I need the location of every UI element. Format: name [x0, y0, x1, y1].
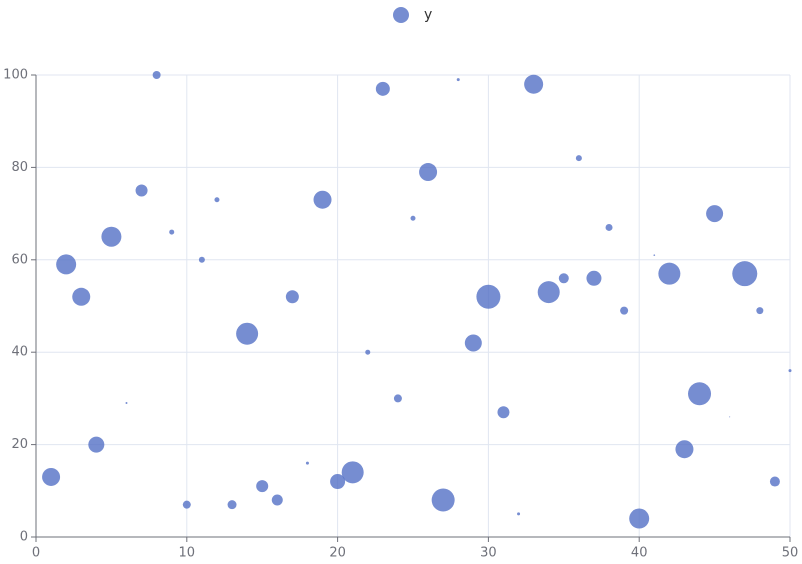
bubble [42, 467, 61, 486]
legend-icon [393, 7, 409, 23]
bubble [558, 273, 569, 284]
y-tick-label: 0 [20, 530, 28, 545]
bubble [341, 461, 364, 484]
x-tick-label: 0 [32, 546, 40, 561]
bubble [313, 190, 332, 209]
bubble [464, 334, 482, 352]
bubble [271, 494, 283, 506]
bubble [517, 512, 521, 516]
bubble [182, 500, 191, 509]
x-tick-label: 40 [631, 546, 648, 561]
bubble [375, 81, 390, 96]
bubble [393, 394, 402, 403]
bubble [688, 382, 712, 406]
bubble [497, 406, 510, 419]
bubble [198, 256, 205, 263]
y-tick-label: 100 [3, 68, 28, 83]
bubble [675, 440, 694, 459]
bubble [586, 270, 602, 286]
x-tick-label: 20 [329, 546, 346, 561]
bubble [729, 416, 731, 418]
bubble [365, 349, 371, 355]
bubble [732, 261, 758, 287]
bubble [524, 74, 544, 94]
bubble [575, 155, 582, 162]
bubble [605, 223, 613, 231]
bubble [135, 184, 148, 197]
bubble [125, 402, 128, 405]
bubble [756, 307, 764, 315]
bubble [769, 476, 780, 487]
bubble [706, 205, 724, 223]
y-tick-label: 80 [11, 160, 28, 175]
bubble [658, 262, 681, 285]
y-tick-label: 20 [11, 437, 28, 452]
x-tick-label: 50 [782, 546, 799, 561]
bubble [227, 500, 237, 510]
y-tick-label: 40 [11, 345, 28, 360]
bubble [537, 281, 560, 304]
legend-label: y [424, 7, 432, 23]
bubble [456, 78, 460, 82]
bubble [214, 197, 220, 203]
bubble [169, 229, 175, 235]
bubble [285, 290, 299, 304]
bubble [410, 215, 416, 221]
bubble [305, 461, 309, 465]
bubble [620, 306, 629, 315]
bubble [476, 284, 501, 309]
bubble [88, 436, 105, 453]
bubble [653, 254, 656, 256]
bubble [101, 226, 122, 247]
x-tick-label: 30 [480, 546, 497, 561]
x-tick-label: 10 [179, 546, 196, 561]
y-tick-label: 60 [11, 252, 28, 267]
bubble [330, 474, 346, 490]
bubble [72, 287, 91, 306]
bubble [56, 254, 77, 275]
bubble [629, 508, 650, 529]
bubble [256, 480, 269, 493]
bubble [236, 322, 259, 345]
bubble [431, 488, 455, 512]
bubble [152, 71, 161, 79]
bubble [788, 369, 792, 373]
bubble [419, 163, 438, 182]
